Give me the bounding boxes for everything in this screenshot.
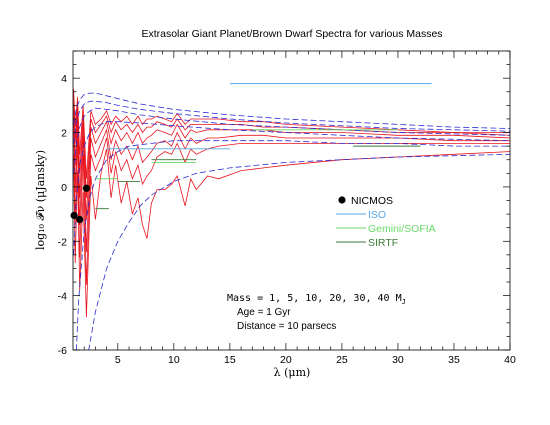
y-tick-label--2: -2 [58, 236, 67, 248]
x-tick-label-40: 40 [504, 354, 516, 366]
x-tick-label-25: 25 [336, 354, 348, 366]
mass-subscript: J [402, 298, 406, 306]
x-tick-label-35: 35 [448, 354, 460, 366]
mass-text: Mass = 1, 5, 10, 20, 30, 40 M [227, 293, 402, 304]
spectrum-curve-2 [73, 110, 510, 253]
y-tick-label-0: 0 [61, 182, 67, 194]
y-tick-label-4: 4 [61, 73, 67, 85]
legend-label-nicmos: NICMOS [351, 195, 393, 207]
blackbody-curve-6 [88, 153, 510, 350]
y-tick-label--4: -4 [58, 291, 67, 303]
spectrum-curve-4 [73, 94, 510, 198]
blackbody-curve-11 [73, 92, 510, 129]
y-tick-label--6: -6 [58, 345, 67, 357]
y-tick-label-2: 2 [61, 128, 67, 140]
distance-annotation: Distance = 10 parsecs [237, 321, 336, 332]
y-axis-label: log₁₀ 𝓕ν (μJansky) [34, 150, 47, 250]
legend-marker-nicmos [338, 196, 346, 204]
spectrum-curve-0 [73, 148, 510, 318]
x-tick-label-10: 10 [168, 354, 180, 366]
blackbody-curve-8 [73, 121, 510, 255]
nicmos-point-1 [76, 215, 84, 224]
series-layer [73, 89, 510, 350]
blackbody-curve-7 [76, 140, 510, 350]
spectrum-curve-3 [73, 99, 510, 220]
instrument-layer [95, 83, 432, 210]
legend-label-sirtf: SIRTF [368, 237, 398, 249]
legend: NICMOS ISO Gemini/SOFIA SIRTF [336, 195, 436, 249]
ticks-layer: 5 10 15 20 25 30 35 40 -6 -4 -2 0 2 4 [58, 50, 516, 366]
nicmos-point-0 [70, 211, 78, 220]
x-tick-label-15: 15 [224, 354, 236, 366]
spectrum-curve-5 [73, 89, 510, 179]
legend-label-gemini-sofia: Gemini/SOFIA [368, 223, 436, 235]
legend-label-iso: ISO [368, 209, 386, 221]
x-tick-label-5: 5 [115, 354, 121, 366]
x-tick-label-30: 30 [392, 354, 404, 366]
x-tick-label-20: 20 [280, 354, 292, 366]
age-annotation: Age = 1 Gyr [237, 307, 291, 318]
nicmos-point-2 [82, 184, 91, 192]
nicmos-points-layer [70, 184, 91, 224]
x-axis-label: λ (μm) [274, 366, 311, 379]
chart-title: Extrasolar Giant Planet/Brown Dwarf Spec… [141, 28, 442, 40]
mass-annotation: Mass = 1, 5, 10, 20, 30, 40 MJ [227, 293, 406, 306]
blackbody-curve-10 [73, 100, 510, 144]
